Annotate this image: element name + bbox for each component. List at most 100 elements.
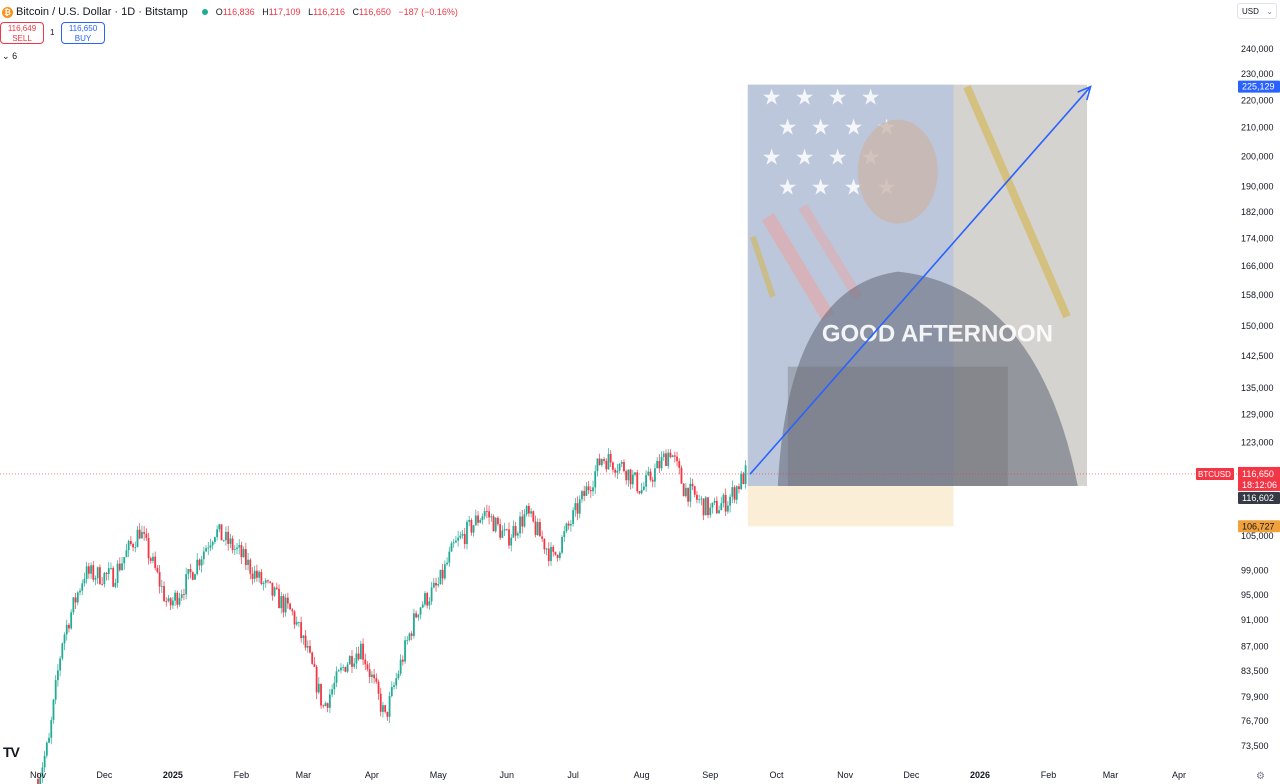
candle [247,559,249,565]
candle [267,580,269,582]
candle [623,462,625,472]
candle [534,521,537,536]
buy-button[interactable]: 116,650 BUY [61,22,105,44]
candle [629,469,632,485]
candle [227,531,230,544]
candle [258,571,261,578]
candle [280,596,283,609]
candle [231,538,234,550]
indicators-count: 6 [12,51,18,61]
candle [324,703,327,707]
y-tick-label: 87,000 [1241,642,1269,652]
candle [59,658,62,671]
candle [585,486,588,496]
candle [693,486,696,495]
candle [83,579,86,584]
candle [671,455,674,458]
flag-star-icon: ★ [844,115,864,140]
candle [660,457,663,469]
candle [178,597,181,605]
candle [240,545,243,558]
x-tick-label: Aug [634,770,650,780]
candle [554,551,557,555]
candle [218,524,221,530]
candle [503,529,506,531]
currency-select[interactable]: USD ⌄ [1237,3,1277,19]
candle [127,540,130,551]
candle [733,487,736,500]
candle [441,569,444,579]
candle [488,511,490,518]
candle [373,674,376,679]
candle [656,460,659,469]
candle [428,601,431,606]
candle [118,563,121,571]
indicators-toggle[interactable]: ⌄ 6 [2,51,17,62]
candle [680,467,683,484]
candle [525,505,528,515]
candle [331,689,333,695]
candle [207,547,210,549]
y-tick-label: 83,500 [1241,666,1269,676]
candle [638,491,641,494]
candle [711,502,714,508]
candle [291,609,294,612]
candle [326,703,329,708]
candle [187,569,190,575]
candle [399,659,402,674]
candle [158,571,161,587]
candle [589,490,592,492]
flag-star-icon: ★ [795,145,815,170]
candle [39,777,42,784]
candle [463,534,466,545]
candle [43,755,46,768]
candle [691,483,694,487]
candle [253,570,256,579]
candle [455,540,457,543]
candle [603,459,605,461]
symbol-title[interactable]: Bitcoin / U.S. Dollar · 1D · Bitstamp [16,6,188,18]
ohlc-readout: O116,836 H117,109 L116,216 C116,650 −187… [215,7,458,17]
candle [468,519,471,522]
y-tick-label: 129,000 [1241,410,1274,420]
candle [720,503,723,511]
candle [519,516,521,534]
candle [143,532,146,534]
candle [572,510,575,524]
candle [459,535,462,538]
speaker-head [857,119,938,224]
y-tick-label: 200,000 [1241,151,1274,161]
candle [477,515,479,523]
candle [278,588,280,609]
x-tick-label: Nov [837,770,854,780]
sell-button[interactable]: 116,649 SELL [0,22,44,44]
candle [145,533,148,538]
y-tick-label: 174,000 [1241,233,1274,243]
candle [404,640,406,662]
tradingview-logo-icon[interactable]: TV [3,744,20,760]
candle [397,673,400,679]
candle [233,548,236,550]
candle [574,503,577,511]
candle [592,487,594,492]
candle [410,633,413,636]
flag-star-icon: ★ [778,115,798,140]
candle [727,505,729,512]
candle [63,634,66,644]
candle [607,454,610,470]
x-tick-label: Dec [96,770,113,780]
candle [406,639,409,641]
candle [359,643,362,660]
candle [698,499,701,501]
candle [68,624,70,629]
settings-icon[interactable]: ⚙ [1256,771,1265,782]
flag-star-icon: ★ [811,115,831,140]
candle [355,653,358,664]
candle [160,585,163,587]
candle [125,550,128,558]
candle [532,511,535,522]
x-tick-label: Mar [1103,770,1119,780]
candle [335,671,338,683]
candle [167,598,170,602]
